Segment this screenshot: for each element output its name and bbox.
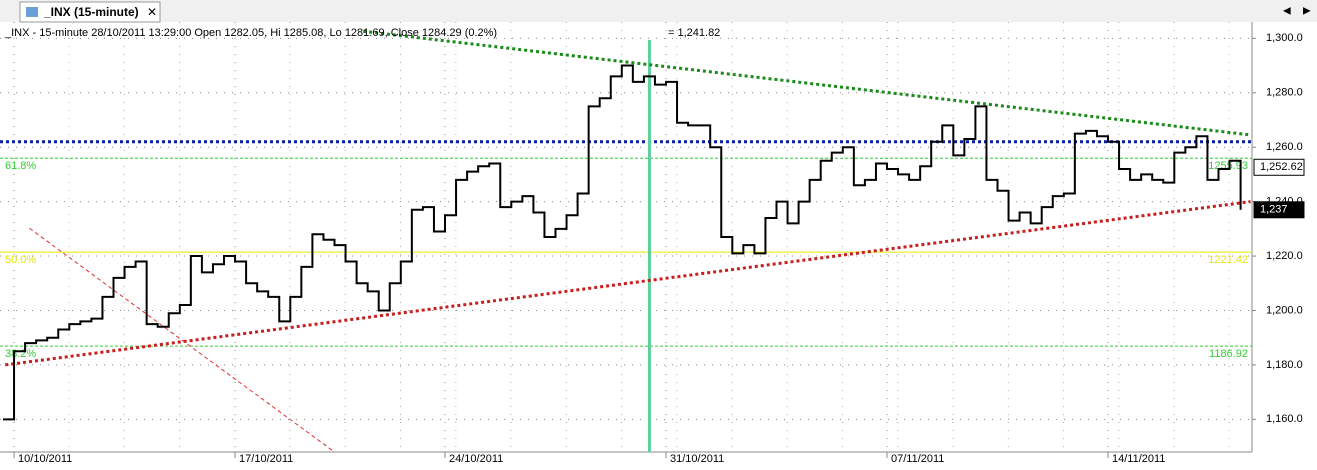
tab-close[interactable]: ✕ bbox=[147, 5, 157, 19]
fib-name: 50.0% bbox=[5, 254, 36, 266]
plot: 61.8% 1255.93 50.0% 1221.42 38.2% 1186.92 bbox=[0, 22, 1252, 453]
price-line bbox=[3, 64, 1242, 421]
cursor-value: = 1,241.82 bbox=[668, 27, 720, 39]
price-tag-label: 1,252.62 bbox=[1260, 161, 1303, 173]
fib-value: 1221.42 bbox=[1208, 254, 1248, 266]
price-tag bbox=[1253, 201, 1305, 219]
price-tag bbox=[1253, 158, 1305, 176]
x-tick-label: 14/11/2011 bbox=[1112, 453, 1165, 465]
fib-value: 1186.92 bbox=[1209, 348, 1248, 360]
scroll-right[interactable]: ▶ bbox=[1303, 6, 1311, 17]
fib-name: 61.8% bbox=[5, 160, 36, 172]
y-tick-label: 1,160.0 bbox=[1266, 413, 1303, 425]
trendline bbox=[5, 200, 1251, 367]
y-tick-label: 1,260.0 bbox=[1266, 141, 1303, 153]
fib-value: 1255.93 bbox=[1208, 160, 1248, 172]
fib-name: 38.2% bbox=[5, 348, 36, 360]
y-tick-label: 1,200.0 bbox=[1266, 304, 1303, 316]
header-info: _INX - 15-minute 28/10/2011 13:29:00 Ope… bbox=[4, 27, 497, 39]
x-tick-label: 17/10/2011 bbox=[239, 453, 293, 465]
price-tag-label: 1,237 bbox=[1260, 204, 1288, 216]
x-tick-label: 07/11/2011 bbox=[891, 453, 944, 465]
tab-title: _INX (15-minute) bbox=[43, 5, 139, 19]
trendline bbox=[363, 29, 1251, 137]
scroll-left[interactable]: ◀ bbox=[1283, 6, 1291, 17]
y-tick-label: 1,220.0 bbox=[1266, 250, 1303, 262]
x-tick-label: 10/10/2011 bbox=[18, 453, 72, 465]
y-tick-label: 1,300.0 bbox=[1266, 32, 1303, 44]
y-tick-label: 1,180.0 bbox=[1266, 359, 1303, 371]
x-tick-label: 31/10/2011 bbox=[670, 453, 724, 465]
tab-icon bbox=[26, 7, 38, 17]
trendline bbox=[29, 227, 335, 453]
y-tick-label: 1,280.0 bbox=[1266, 87, 1303, 99]
tab[interactable] bbox=[19, 1, 161, 23]
x-tick-label: 24/10/2011 bbox=[449, 453, 503, 465]
title-bar bbox=[0, 0, 1317, 22]
